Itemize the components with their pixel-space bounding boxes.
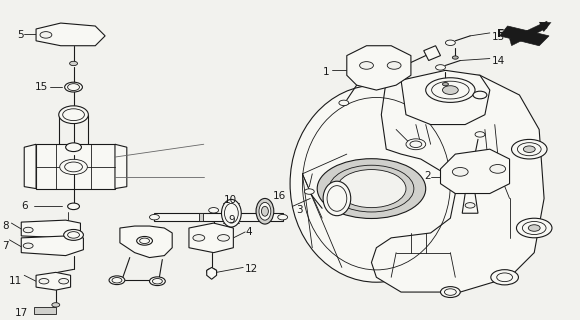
Circle shape [337, 170, 406, 208]
Text: 6: 6 [21, 201, 28, 211]
Ellipse shape [259, 202, 271, 220]
Polygon shape [206, 268, 216, 279]
Bar [154, 213, 282, 221]
Text: 11: 11 [9, 276, 22, 286]
Polygon shape [36, 272, 71, 290]
Ellipse shape [59, 106, 88, 124]
Circle shape [218, 235, 230, 241]
Polygon shape [462, 194, 478, 213]
Circle shape [23, 243, 33, 248]
Circle shape [23, 227, 33, 233]
Circle shape [440, 287, 461, 298]
Circle shape [516, 218, 552, 238]
Circle shape [40, 32, 52, 38]
Polygon shape [371, 75, 544, 292]
Circle shape [66, 143, 81, 152]
Circle shape [445, 40, 455, 45]
Ellipse shape [256, 198, 274, 224]
Text: 12: 12 [245, 264, 259, 274]
Circle shape [452, 56, 458, 59]
Text: 2: 2 [424, 171, 430, 181]
Circle shape [304, 189, 314, 194]
Circle shape [60, 159, 88, 174]
Circle shape [109, 276, 125, 284]
Circle shape [52, 303, 60, 307]
Circle shape [150, 214, 160, 220]
Ellipse shape [222, 199, 241, 227]
Circle shape [512, 140, 547, 159]
Text: 15: 15 [35, 82, 48, 92]
Text: 13: 13 [492, 32, 505, 42]
Circle shape [475, 132, 485, 137]
Circle shape [491, 270, 519, 285]
Polygon shape [500, 26, 549, 46]
Polygon shape [510, 21, 547, 46]
Text: 7: 7 [2, 241, 9, 251]
Circle shape [452, 167, 468, 176]
Text: 8: 8 [2, 221, 9, 231]
Circle shape [137, 236, 153, 245]
Text: FR.: FR. [497, 29, 517, 39]
Polygon shape [24, 144, 36, 188]
Circle shape [68, 203, 79, 210]
Circle shape [39, 278, 49, 284]
Circle shape [436, 65, 445, 70]
Circle shape [150, 277, 165, 285]
Text: 5: 5 [17, 30, 24, 40]
Circle shape [443, 83, 448, 86]
Circle shape [206, 269, 216, 274]
Text: 1: 1 [322, 67, 329, 77]
Text: 16: 16 [273, 191, 286, 202]
Text: 17: 17 [15, 308, 28, 318]
Text: 9: 9 [229, 215, 235, 225]
Circle shape [64, 229, 84, 240]
Circle shape [339, 100, 349, 106]
Circle shape [387, 62, 401, 69]
Circle shape [523, 146, 535, 152]
Polygon shape [189, 223, 233, 253]
Bar [34, 307, 56, 314]
Ellipse shape [426, 78, 475, 102]
Circle shape [360, 62, 374, 69]
Circle shape [193, 235, 205, 241]
Text: 14: 14 [492, 55, 505, 66]
Circle shape [278, 214, 288, 220]
Polygon shape [347, 46, 411, 90]
Circle shape [59, 278, 68, 284]
Text: 4: 4 [245, 227, 252, 237]
Circle shape [209, 208, 219, 213]
Polygon shape [36, 23, 105, 46]
Circle shape [528, 225, 540, 231]
Circle shape [70, 61, 78, 66]
Polygon shape [21, 220, 81, 238]
Ellipse shape [290, 85, 463, 282]
Polygon shape [36, 144, 115, 188]
Polygon shape [440, 149, 510, 194]
Polygon shape [115, 144, 127, 188]
Circle shape [443, 86, 458, 94]
Circle shape [406, 139, 426, 150]
Circle shape [465, 203, 475, 208]
Text: 3: 3 [296, 205, 302, 215]
Bar [199, 213, 203, 221]
Circle shape [473, 91, 487, 99]
Ellipse shape [323, 181, 351, 216]
Circle shape [490, 164, 506, 173]
Polygon shape [120, 226, 172, 258]
Ellipse shape [64, 82, 82, 92]
Circle shape [317, 159, 426, 219]
Polygon shape [21, 236, 84, 256]
Polygon shape [401, 70, 490, 124]
Ellipse shape [262, 206, 269, 216]
Text: 10: 10 [223, 196, 237, 205]
Polygon shape [424, 46, 440, 60]
